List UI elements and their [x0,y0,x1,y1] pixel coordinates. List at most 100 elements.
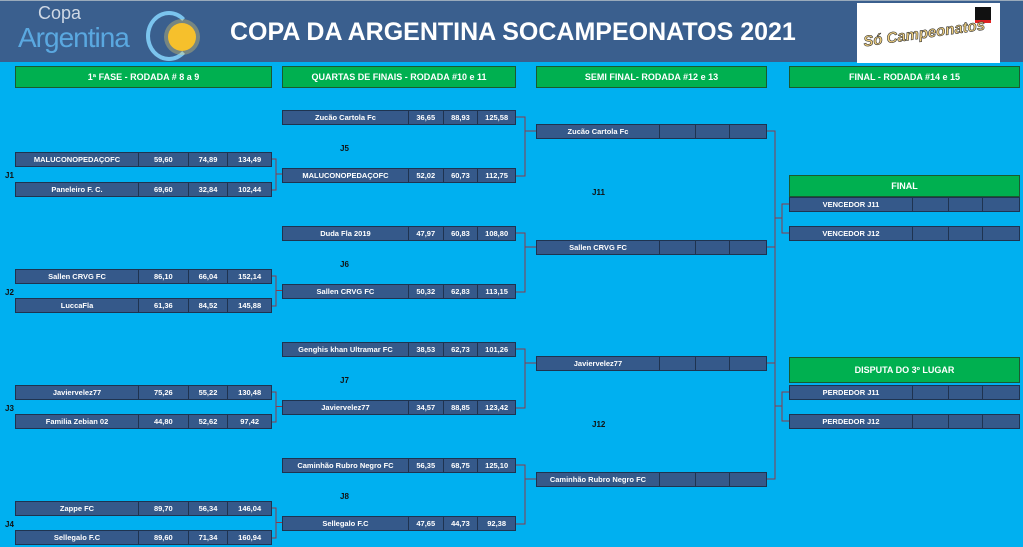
total: 113,15 [485,287,508,296]
team-name: Paneleiro F. C. [16,183,140,196]
score-2: 68,75 [444,459,479,472]
score-1: 38,53 [409,343,444,356]
total [730,357,766,370]
match-row: MALUCONOPEDAÇOFC 59,60 74,89 134,49 [15,152,272,167]
match-label: J2 [5,287,14,297]
score-1 [913,227,949,240]
third-place-row: PERDEDOR J12 [789,414,1020,429]
total: 145,88 [238,301,262,310]
score-1: 47,97 [409,227,444,240]
score-2 [949,227,984,240]
score-2: 66,04 [189,270,229,283]
score-2 [696,125,731,138]
score-2 [696,241,731,254]
total: 97,42 [240,417,260,426]
match-label: J4 [5,519,14,529]
total [730,125,766,138]
total: 134,49 [238,155,262,164]
team-name: Caminhão Rubro Negro FC [283,459,409,472]
total: 101,26 [485,345,509,354]
team-name: Zucão Cartola Fc [537,125,660,138]
team-name: Sallen CRVG FC [283,285,409,298]
total [983,415,1019,428]
match-row: Paneleiro F. C. 69,60 32,84 102,44 [15,182,272,197]
score-1: 34,57 [409,401,444,414]
match-row: Genghis khan Ultramar FC 38,53 62,73 101,26 [282,342,516,357]
score-1: 89,60 [139,531,189,544]
score-1: 69,60 [139,183,189,196]
connector-line [272,391,277,423]
total: 112,75 [485,171,508,180]
score-1 [913,415,949,428]
score-1 [660,125,696,138]
team-name: VENCEDOR J12 [790,227,913,240]
score-2: 55,22 [189,386,229,399]
score-2 [949,415,984,428]
team-name: Caminhão Rubro Negro FC [537,473,660,486]
score-2: 60,83 [444,227,479,240]
total: 130,48 [238,388,262,397]
column-header-quarters: QUARTAS DE FINAIS - RODADA #10 e 11 [282,66,516,88]
score-2: 71,34 [189,531,229,544]
score-1 [660,241,696,254]
match-label: J7 [340,376,349,385]
so-campeonatos-logo: Só Campeonatos [857,3,1000,63]
column-header-round1: 1ª FASE - RODADA # 8 a 9 [15,66,272,88]
team-name: Sallen CRVG FC [16,270,140,283]
score-2: 84,52 [189,299,229,312]
connector-line [516,232,526,293]
score-2: 74,89 [189,153,229,166]
total [730,473,766,486]
connector-line [272,507,277,539]
copa-argentina-logo: Copa Argentina [18,4,198,61]
final-row: VENCEDOR J12 [789,226,1020,241]
score-2: 52,62 [189,415,229,428]
score-2: 62,73 [444,343,479,356]
team-name: Javiervelez77 [537,357,660,370]
column-header-semis: SEMI FINAL- RODADA #12 e 13 [536,66,767,88]
match-label: J1 [5,171,14,180]
total: 92,38 [487,519,507,528]
connector-line [272,275,277,307]
match-label: J8 [340,492,349,501]
team-name: Zappe FC [16,502,140,515]
final-title: FINAL [789,175,1020,197]
match-row: Sallen CRVG FC [536,240,767,255]
match-row: MALUCONOPEDAÇOFC 52,02 60,73 112,75 [282,168,516,183]
team-name: Javiervelez77 [16,386,140,399]
top-hat-icon [975,7,991,23]
score-2: 88,93 [444,111,479,124]
team-name: Duda Fla 2019 [283,227,409,240]
score-2 [949,198,984,211]
team-name: PERDEDOR J11 [790,386,913,399]
score-1: 52,02 [409,169,444,182]
team-name: LuccaFla [16,299,140,312]
column-header-final: FINAL - RODADA #14 e 15 [789,66,1020,88]
score-1 [913,198,949,211]
score-1: 75,26 [139,386,189,399]
total [983,386,1019,399]
match-row: Caminhão Rubro Negro FC 56,35 68,75 125,10 [282,458,516,473]
score-2 [696,473,731,486]
total: 125,58 [485,113,509,122]
match-row: Caminhão Rubro Negro FC [536,472,767,487]
match-row: Zucão Cartola Fc [536,124,767,139]
connector-line [781,203,789,234]
page-title: COPA DA ARGENTINA SOCAMPEONATOS 2021 [230,18,796,46]
total [983,227,1019,240]
score-2: 56,34 [189,502,229,515]
match-row: Sallen CRVG FC 86,10 66,04 152,14 [15,269,272,284]
connector-line [781,391,789,422]
match-row: Sellegalo F.C 89,60 71,34 160,94 [15,530,272,545]
total: 146,04 [238,504,262,513]
total: 108,80 [485,229,509,238]
score-1: 89,70 [139,502,189,515]
score-2: 44,73 [444,517,479,530]
team-name: Sellegalo F.C [283,517,409,530]
team-name: Javiervelez77 [283,401,409,414]
team-name: Genghis khan Ultramar FC [283,343,409,356]
match-label: J6 [340,260,349,269]
match-row: Sallen CRVG FC 50,32 62,83 113,15 [282,284,516,299]
match-row: Zucão Cartola Fc 36,65 88,93 125,58 [282,110,516,125]
